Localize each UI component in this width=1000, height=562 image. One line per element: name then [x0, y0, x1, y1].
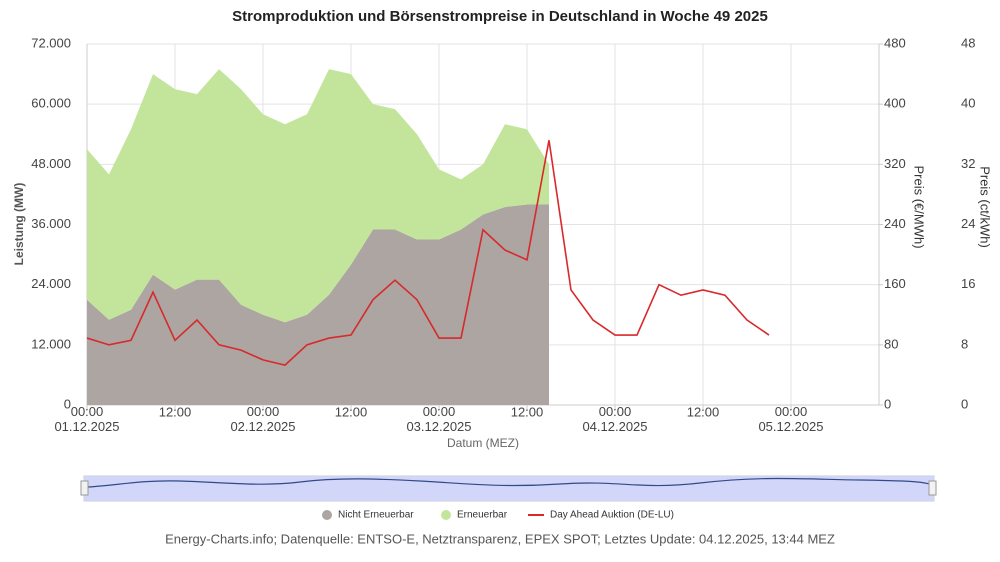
x-tick-label: 00:00 01.12.2025 — [54, 404, 119, 434]
line — [86, 140, 770, 367]
y2-tick-label: 80 — [884, 336, 898, 351]
legend-marker — [441, 510, 451, 520]
y3-tick-label: 24 — [961, 216, 975, 231]
x-tick-label: 00:00 05.12.2025 — [758, 404, 823, 434]
legend-item[interactable]: Day Ahead Auktion (DE-LU) — [528, 510, 674, 521]
y-tick-label: 24.000 — [31, 276, 71, 291]
y2-tick-label: 480 — [884, 35, 906, 50]
y3-tick-label: 16 — [961, 276, 975, 291]
x-tick-label: 12:00 — [159, 404, 192, 419]
legend-label: Nicht Erneuerbar — [338, 510, 414, 521]
x-axis-title: Datum (MEZ) — [447, 436, 519, 450]
legend-label: Day Ahead Auktion (DE-LU) — [550, 510, 674, 521]
footer: Energy-Charts.info; Datenquelle: ENTSO-E… — [165, 531, 835, 546]
x-tick-label: 00:00 03.12.2025 — [406, 404, 471, 434]
y-tick-label: 72.000 — [31, 35, 71, 50]
y2-axis-title: Preis (€/MWh) — [912, 165, 927, 248]
y3-tick-label: 40 — [961, 96, 975, 111]
navigator-line — [87, 477, 931, 488]
chart-title: Stromproduktion und Börsenstrompreise in… — [232, 8, 768, 25]
navigator-window — [84, 476, 934, 501]
legend-label: Erneuerbar — [457, 510, 508, 521]
navigator[interactable] — [80, 475, 937, 502]
x-tick-label: 12:00 — [335, 404, 368, 419]
y2-tick-label: 320 — [884, 156, 906, 171]
y2-tick-label: 160 — [884, 276, 906, 291]
y3-axis-title: Preis (ct/kWh) — [978, 166, 993, 248]
y2-tick-label: 0 — [884, 396, 891, 411]
y2-tick-label: 400 — [884, 96, 906, 111]
y-tick-label: 12.000 — [31, 336, 71, 351]
y-tick-label: 0 — [64, 396, 71, 411]
x-tick-label: 00:00 02.12.2025 — [230, 404, 295, 434]
legend-item[interactable]: Nicht Erneuerbar — [322, 510, 414, 521]
y-tick-label: 48.000 — [31, 156, 71, 171]
y-axis-title: Leistung (MW) — [12, 183, 26, 266]
y-tick-label: 36.000 — [31, 216, 71, 231]
legend-marker — [322, 510, 332, 520]
legend-item[interactable]: Erneuerbar — [441, 510, 508, 521]
area — [87, 69, 549, 323]
x-tick-label: 12:00 — [687, 404, 720, 419]
y3-tick-label: 8 — [961, 336, 968, 351]
navigator-handle[interactable] — [80, 480, 89, 496]
navigator-handle[interactable] — [928, 480, 937, 496]
y2-tick-label: 240 — [884, 216, 906, 231]
x-tick-label: 12:00 — [511, 404, 544, 419]
y3-tick-label: 48 — [961, 35, 975, 50]
y3-tick-label: 0 — [961, 396, 968, 411]
y3-tick-label: 32 — [961, 156, 975, 171]
x-tick-label: 00:00 04.12.2025 — [582, 404, 647, 434]
y-tick-label: 60.000 — [31, 96, 71, 111]
